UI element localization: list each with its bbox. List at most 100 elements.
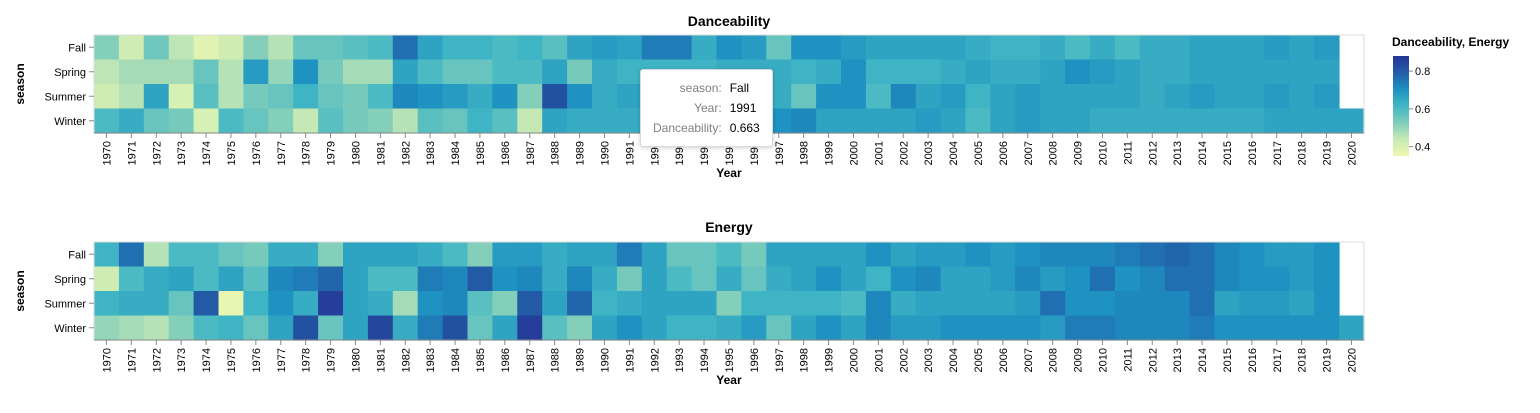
heatmap-cell	[816, 84, 842, 110]
heatmap-cell	[367, 242, 394, 268]
heatmap-cell	[343, 59, 369, 85]
heatmap-cell	[841, 242, 867, 268]
heatmap-cell	[94, 35, 120, 61]
heatmap-cell	[890, 315, 917, 341]
x-tick-label: 1996	[749, 348, 761, 372]
heatmap-cell	[367, 35, 394, 61]
heatmap-cell	[1164, 108, 1191, 134]
heatmap-cell	[542, 266, 568, 292]
heatmap-cell	[1239, 108, 1265, 134]
heatmap-cell	[865, 315, 892, 341]
heatmap-cell	[442, 108, 469, 134]
heatmap-cell	[1214, 266, 1240, 292]
heatmap-cell	[865, 35, 892, 61]
heatmap-cell	[666, 242, 693, 268]
x-tick-label: 1991	[624, 141, 636, 165]
heatmap-cell	[990, 266, 1016, 292]
heatmap-cell	[1189, 266, 1216, 292]
heatmap-cell	[940, 108, 967, 134]
heatmap-panel: Energy Fall Spring Summer Winter 1970 1971 1972…	[13, 219, 1365, 387]
heatmap-cell	[1164, 84, 1191, 110]
heatmap-cell	[766, 315, 792, 341]
heatmap-cell	[965, 59, 991, 85]
heatmap-cell	[542, 35, 568, 61]
heatmap-cell	[592, 315, 618, 341]
heatmap-cell	[1015, 291, 1041, 317]
heatmap-cell	[1040, 35, 1066, 61]
heatmap-cell	[517, 242, 543, 268]
heatmap-cell	[766, 291, 792, 317]
heatmap-cell	[193, 315, 220, 341]
heatmap-cell	[1289, 291, 1315, 317]
heatmap-cell	[417, 35, 444, 61]
tooltip: season: Fall Year: 1991 Danceability: 0.…	[640, 69, 773, 147]
heatmap-cell	[1040, 266, 1066, 292]
heatmap-cell	[243, 266, 269, 292]
heatmap-cell	[1164, 266, 1191, 292]
heatmap-cell	[542, 84, 568, 110]
tooltip-key: Danceability:	[653, 121, 722, 135]
heatmap-cell	[492, 59, 518, 85]
heatmap-cell	[118, 242, 145, 268]
heatmap-cell	[118, 108, 145, 134]
heatmap-cell	[1114, 59, 1141, 85]
x-axis-title: Year	[716, 166, 742, 180]
heatmap-cell	[1239, 291, 1265, 317]
heatmap-cell	[1189, 35, 1216, 61]
heatmap-cell	[143, 266, 170, 292]
heatmap-cell	[467, 242, 493, 268]
x-tick-label: 2020	[1346, 348, 1358, 372]
heatmap-cell	[865, 84, 892, 110]
heatmap-cell	[616, 59, 643, 85]
heatmap-cell	[1114, 266, 1141, 292]
heatmap-cell	[243, 59, 269, 85]
heatmap-cell	[816, 59, 842, 85]
heatmap-cell	[293, 291, 319, 317]
heatmap-cell	[94, 108, 120, 134]
x-tick-label: 2013	[1172, 141, 1184, 165]
heatmap-cell	[392, 315, 419, 341]
heatmap-cell	[666, 35, 693, 61]
heatmap-cell	[1114, 315, 1141, 341]
heatmap-cell	[118, 315, 145, 341]
x-tick-label: 2004	[948, 348, 960, 372]
heatmap-cell	[542, 108, 568, 134]
heatmap-cell	[592, 266, 618, 292]
x-tick-label: 1980	[350, 348, 362, 372]
heatmap-cell	[841, 84, 867, 110]
tooltip-row: Danceability: 0.663	[651, 118, 762, 138]
heatmap-cell	[1139, 84, 1166, 110]
heatmap-cell	[1239, 266, 1265, 292]
x-tick-label: 2016	[1247, 141, 1259, 165]
heatmap-cell	[741, 315, 767, 341]
heatmap-cell	[940, 242, 967, 268]
heatmap-cell	[392, 108, 419, 134]
heatmap-cell	[1114, 242, 1141, 268]
x-tick-label: 2017	[1272, 141, 1284, 165]
heatmap-cell	[1139, 266, 1166, 292]
x-tick-label: 2008	[1048, 141, 1060, 165]
x-tick-label: 1989	[575, 348, 587, 372]
heatmap-cell	[1065, 242, 1091, 268]
legend-tick-label: 0.8	[1415, 66, 1430, 78]
heatmap-cell	[1189, 315, 1216, 341]
heatmap-cell	[168, 242, 195, 268]
heatmap-cell	[417, 291, 444, 317]
x-tick-label: 1988	[550, 141, 562, 165]
x-tick-label: 1978	[301, 348, 313, 372]
x-tick-label: 1997	[774, 141, 786, 165]
heatmap-cell	[915, 266, 942, 292]
x-tick-label: 2005	[973, 141, 985, 165]
heatmap-cell	[417, 242, 444, 268]
x-axis-title: Year	[716, 373, 742, 387]
heatmap-cell	[1314, 59, 1340, 85]
legend-title: Danceability, Energy	[1392, 35, 1509, 49]
heatmap-cell	[841, 108, 867, 134]
x-tick-label: 1975	[226, 141, 238, 165]
x-tick-label: 1974	[201, 141, 213, 165]
heatmap-cell	[417, 108, 444, 134]
heatmap-cell	[691, 291, 718, 317]
heatmap-cell	[567, 108, 593, 134]
x-tick-label: 1999	[824, 348, 836, 372]
